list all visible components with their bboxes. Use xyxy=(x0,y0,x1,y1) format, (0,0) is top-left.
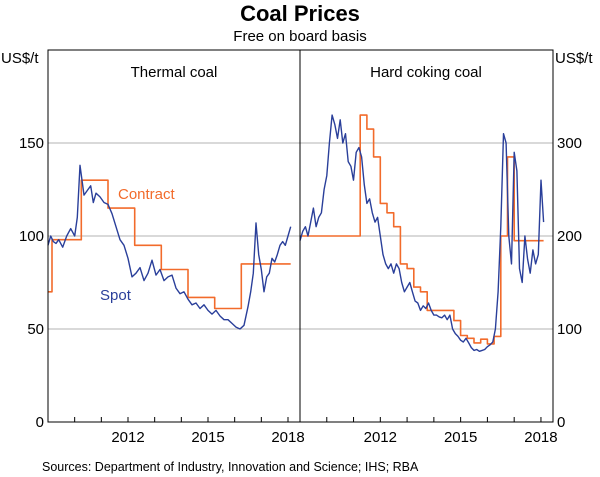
x-tick-label: 2012 xyxy=(364,429,397,446)
y-tick-label: 0 xyxy=(36,414,44,431)
panel-title-coking: Hard coking coal xyxy=(370,64,482,81)
axis-ticks xyxy=(74,417,542,422)
chart-frame xyxy=(47,49,554,423)
x-tick-label: 2012 xyxy=(111,429,144,446)
panel-title-thermal: Thermal coal xyxy=(131,64,218,81)
chart-subtitle: Free on board basis xyxy=(233,28,367,45)
x-tick-label: 2015 xyxy=(444,429,477,446)
contract-series-line xyxy=(300,114,544,345)
y-tick-label: 0 xyxy=(557,414,565,431)
left-axis-unit: US$/t xyxy=(1,50,39,67)
series-lines xyxy=(47,114,545,352)
y-tick-label: 100 xyxy=(19,228,44,245)
y-tick-label: 150 xyxy=(19,135,44,152)
y-tick-label: 50 xyxy=(27,321,44,338)
spot-series-line xyxy=(299,114,545,352)
x-tick-label: 2015 xyxy=(191,429,224,446)
chart-title: Coal Prices xyxy=(240,1,360,26)
contract-label: Contract xyxy=(118,186,176,203)
y-tick-label: 200 xyxy=(557,228,582,245)
y-tick-label: 100 xyxy=(557,321,582,338)
spot-series-line xyxy=(47,164,292,330)
contract-series-line xyxy=(48,179,291,310)
right-axis-unit: US$/t xyxy=(555,50,593,67)
x-tick-label: 2018 xyxy=(524,429,557,446)
y-tick-label: 300 xyxy=(557,135,582,152)
spot-label: Spot xyxy=(100,287,132,304)
source-note: Sources: Department of Industry, Innovat… xyxy=(42,460,419,474)
x-tick-label: 2018 xyxy=(271,429,304,446)
